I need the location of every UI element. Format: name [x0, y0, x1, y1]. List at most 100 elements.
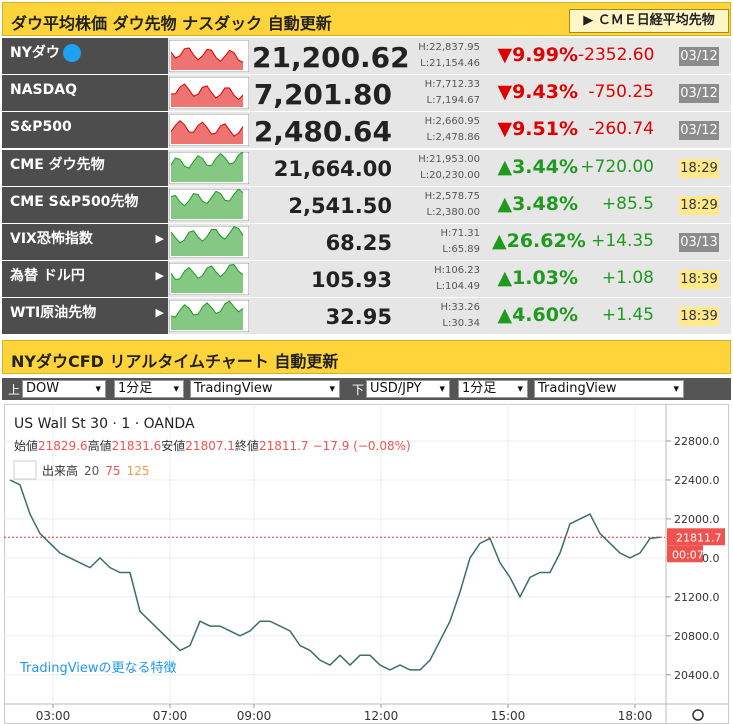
- twitter-icon: [62, 44, 81, 62]
- change: -2352.60: [578, 45, 655, 65]
- symbol-select[interactable]: USD/JPY: [366, 380, 450, 398]
- high: H:71.31: [440, 228, 480, 239]
- quote-name: NASDAQ: [10, 82, 77, 99]
- legend-item: 終値: [235, 438, 259, 453]
- header-title: ダウ平均株価 ダウ先物 ナスダック 自動更新: [11, 14, 332, 33]
- legend-item: −17.9 (−0.08%): [313, 439, 411, 453]
- interval-select[interactable]: 1分足: [114, 380, 184, 398]
- expand-arrow: ▶: [155, 306, 164, 320]
- quote-name: CME S&P500先物: [10, 193, 139, 210]
- change: +720.00: [580, 156, 654, 177]
- price-line: [9, 479, 661, 671]
- quote-row: CME S&P500先物 2,541.50 H:2,578.75 L:2,380.00…: [2, 186, 731, 224]
- x-tick-label: 12:00: [364, 709, 399, 723]
- volume-period: 75: [105, 464, 120, 478]
- interval-select[interactable]: 1分足: [458, 380, 528, 398]
- high: H:7,712.33: [424, 79, 480, 91]
- change: -750.25: [588, 82, 654, 103]
- sparkline: [169, 151, 249, 184]
- sparkline-area: [171, 264, 243, 294]
- y-tick-label: 20400.0: [674, 669, 720, 682]
- update-time: 18:39: [679, 307, 719, 327]
- high: H:2,578.75: [424, 190, 480, 202]
- source-select[interactable]: TradingView: [190, 380, 340, 398]
- x-tick-label: 18:00: [618, 709, 653, 723]
- volume-label: 出来高: [42, 463, 78, 478]
- sparkline: [169, 77, 249, 110]
- countdown-tag: [667, 545, 703, 563]
- low: L:2,478.86: [426, 132, 480, 144]
- low: L:7,194.67: [426, 95, 480, 107]
- sparkline: [169, 300, 249, 333]
- section-header: NYダウCFD リアルタイムチャート 自動更新: [2, 340, 731, 374]
- settings-icon[interactable]: [692, 709, 704, 721]
- quote-row: S&P500 2,480.64 H:2,660.95 L:2,478.86 ▼9.51%…: [2, 112, 731, 150]
- price: 7,201.80: [253, 78, 392, 112]
- volume-period: 125: [127, 464, 150, 478]
- sparkline-line: [170, 47, 244, 63]
- price: 21,200.62: [252, 41, 410, 74]
- volume-toggle: [13, 460, 37, 480]
- x-tick-label: 03:00: [36, 709, 71, 723]
- sparkline-line: [170, 226, 244, 244]
- legend-item: 21829.6: [38, 439, 88, 453]
- change: +85.5: [601, 193, 654, 214]
- change-percent: ▲4.60%: [497, 304, 578, 327]
- nikkei-button[interactable]: ▶ ＣＭＥ日経平均先物: [569, 9, 729, 33]
- quote-name: S&P500: [10, 119, 72, 136]
- sparkline-area: [171, 151, 243, 182]
- section-title: NYダウCFD リアルタイムチャート 自動更新: [11, 352, 339, 371]
- quote-name-cell: CME ダウ先物: [2, 149, 168, 186]
- quote-name-cell: S&P500: [2, 112, 168, 149]
- quote-name-cell: CME S&P500先物: [2, 186, 168, 223]
- chart-title: US Wall St 30 · 1 · OANDA: [14, 416, 195, 432]
- button-label[interactable]: ＣＭＥ日経平均先物: [597, 13, 715, 28]
- low: L:30.34: [442, 318, 480, 330]
- sparkline: [169, 40, 249, 72]
- quote-name-cell: WTI原油先物 ▶: [2, 298, 168, 335]
- sparkline: [169, 263, 249, 296]
- price: 21,664.00: [273, 156, 392, 181]
- sparkline-line: [170, 83, 244, 101]
- change-percent: ▲3.48%: [497, 192, 578, 215]
- legend-item: 21831.6: [112, 439, 162, 453]
- change: +1.08: [601, 268, 654, 289]
- quote-name-cell: NASDAQ: [2, 75, 168, 112]
- chart-frame: [4, 404, 729, 724]
- x-tick-label: 07:00: [153, 709, 188, 723]
- quote-name: 為替 ドル円: [10, 268, 85, 285]
- change-percent: ▲3.44%: [497, 155, 578, 178]
- low: L:65.89: [442, 244, 480, 255]
- x-tick-label: 09:00: [237, 709, 272, 723]
- sparkline-area: [171, 47, 243, 70]
- change-percent: ▼9.43%: [497, 81, 578, 104]
- last-price-label: 21811.7: [676, 531, 722, 544]
- y-tick-label: 22400.0: [674, 474, 720, 487]
- quote-row: 為替 ドル円 ▶ 105.93 H:106.23 L:104.49 ▲1.03% +1.08…: [2, 261, 731, 299]
- change-percent: ▲26.62%: [492, 230, 586, 252]
- low: L:21,154.46: [420, 58, 480, 69]
- update-time: 18:29: [679, 158, 719, 178]
- quote-row: CME ダウ先物 21,664.00 H:21,953.00 L:20,230.00 ▲…: [2, 149, 731, 187]
- quote-name: VIX恐怖指数: [10, 231, 93, 247]
- change-percent: ▼9.99%: [497, 44, 578, 66]
- quote-row: NYダウ 21,200.62 H:22,837.95 L:21,154.46 ▼9.99…: [2, 38, 731, 75]
- change-percent: ▲1.03%: [497, 267, 578, 290]
- legend-item: 21807.1: [185, 439, 235, 453]
- sparkline: [169, 188, 249, 221]
- quote-row: NASDAQ 7,201.80 H:7,712.33 L:7,194.67 ▼9.43%…: [2, 75, 731, 113]
- update-time: 03/13: [679, 233, 719, 252]
- sparkline-line: [170, 264, 244, 281]
- sparkline-line: [170, 120, 244, 138]
- promo-link[interactable]: TradingViewの更なる特徴: [19, 661, 177, 676]
- symbol-select[interactable]: DOW: [22, 380, 106, 398]
- price: 2,480.64: [253, 115, 392, 149]
- sparkline-line: [170, 188, 244, 207]
- source-select[interactable]: TradingView: [534, 380, 684, 398]
- expand-arrow: ▶: [155, 232, 164, 245]
- volume-legend: 出来高 20 75 125: [42, 463, 149, 478]
- quote-name-cell: VIX恐怖指数 ▶: [2, 224, 168, 260]
- quote-name-cell: NYダウ: [2, 38, 168, 74]
- change-percent: ▼9.51%: [497, 118, 578, 141]
- sparkline: [169, 114, 249, 147]
